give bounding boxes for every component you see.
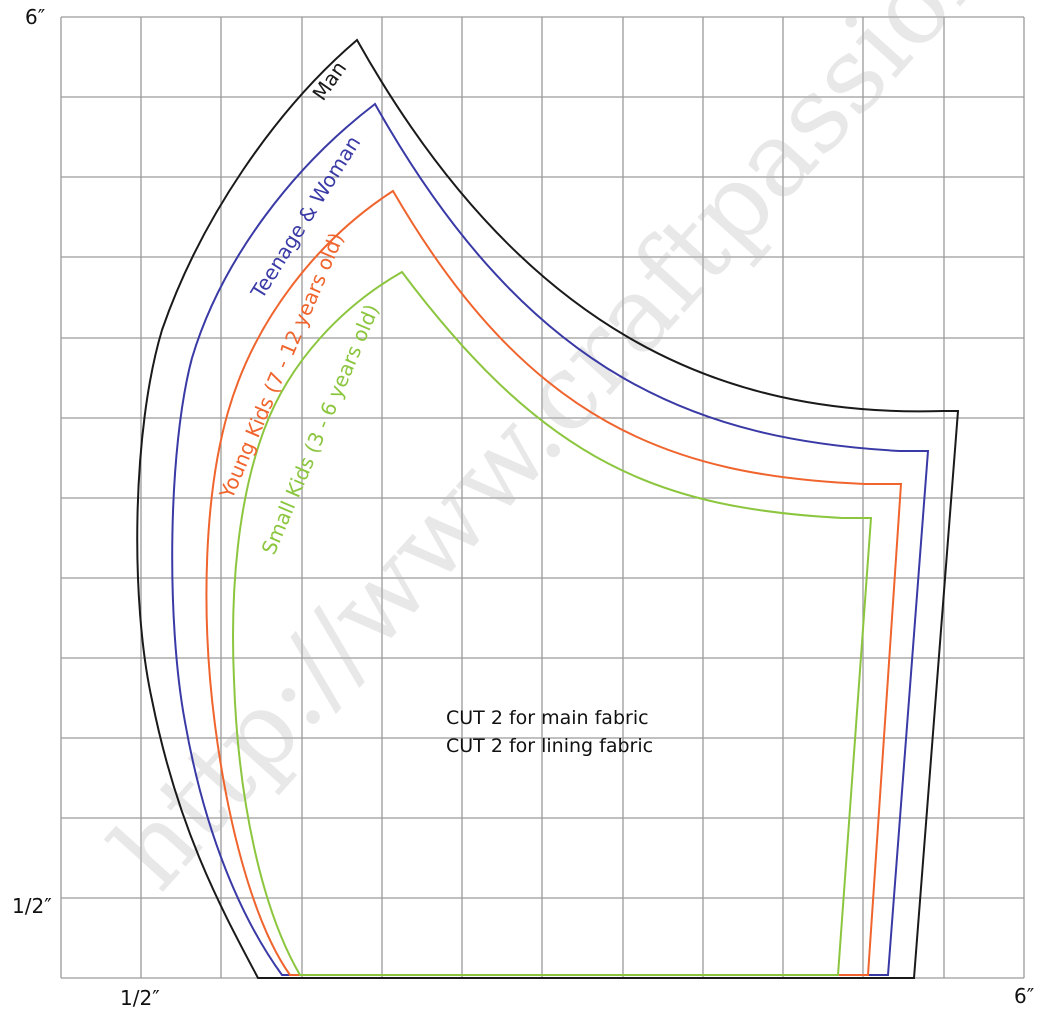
outline-small-kids [232, 270, 873, 976]
axis-label-y-top: 6″ [25, 5, 45, 29]
axis-label-y-bottom: 1/2″ [12, 894, 52, 918]
grid [60, 16, 1025, 979]
axis-label-x-left: 1/2″ [120, 986, 160, 1010]
outline-teenage-woman [171, 102, 930, 976]
instruction-lining-fabric: CUT 2 for lining fabric [446, 735, 653, 757]
outline-young-kids [205, 189, 903, 976]
axis-label-x-right: 6″ [1014, 984, 1034, 1008]
instruction-main-fabric: CUT 2 for main fabric [446, 707, 649, 729]
outline-man [136, 38, 960, 979]
